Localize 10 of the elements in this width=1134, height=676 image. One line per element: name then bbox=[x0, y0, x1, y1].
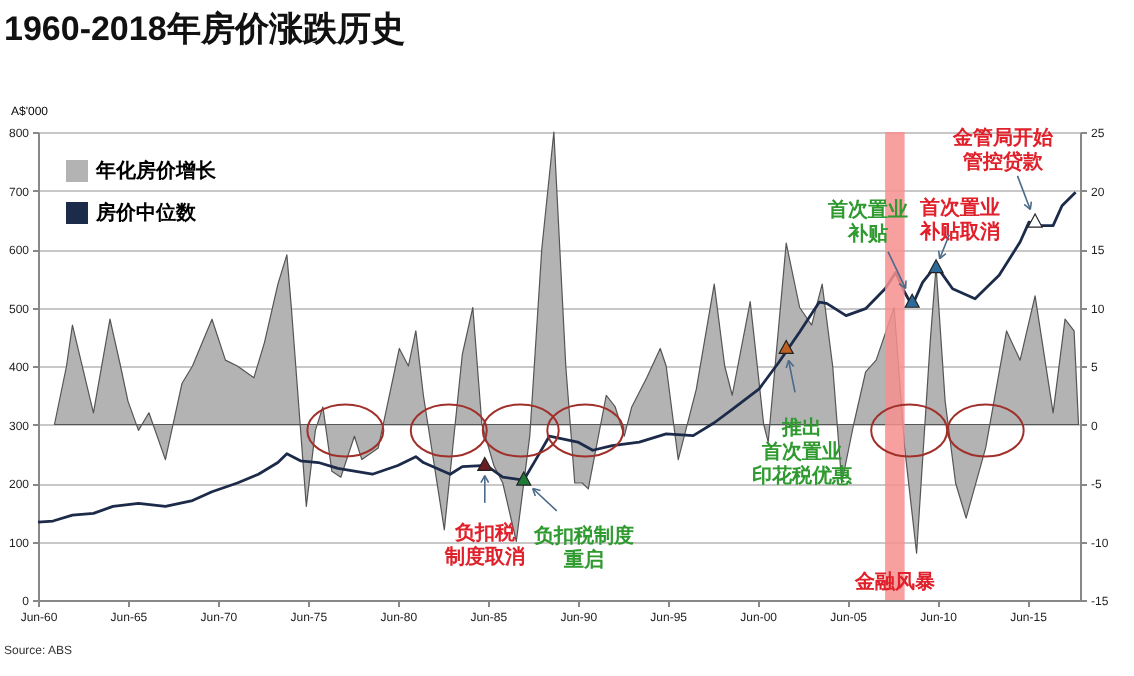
line-series bbox=[36, 190, 1078, 524]
annotation: 首次置业补贴 bbox=[826, 198, 909, 247]
band-label: 金融风暴 bbox=[852, 570, 935, 594]
annotation: 首次置业补贴取消 bbox=[918, 195, 1001, 244]
annotation: 负扣税制度重启 bbox=[531, 524, 634, 573]
legend-label: 年化房价增长 bbox=[94, 159, 218, 183]
annotation: 负扣税制度取消 bbox=[442, 521, 525, 570]
chart-title: 1960-2018年房价涨跌历史 bbox=[4, 10, 405, 48]
annotation: 金管局开始管控贷款 bbox=[951, 126, 1056, 175]
legend-label: 房价中位数 bbox=[94, 201, 198, 225]
